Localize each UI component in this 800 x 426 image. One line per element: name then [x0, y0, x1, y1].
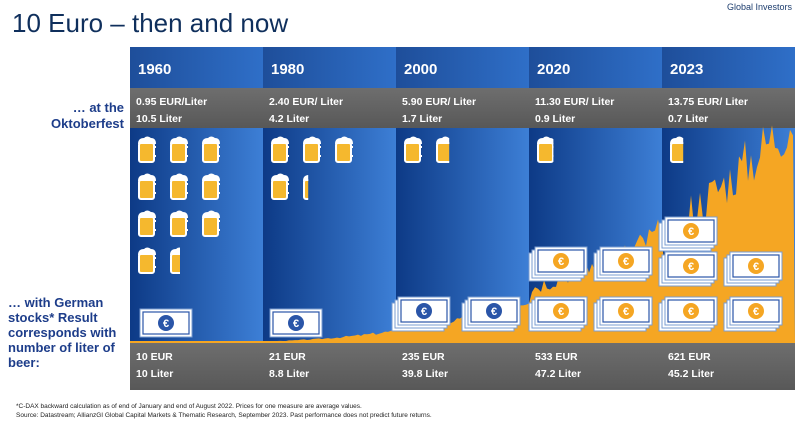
liters-for-10-eur: 0.9 Liter [535, 113, 576, 125]
stock-value: 21 EUR [269, 351, 306, 363]
column-2020: 2020 11.30 EUR/ Liter 0.9 Liter 533 EUR 47… [529, 47, 662, 390]
beer-mugs [535, 135, 635, 165]
year-header: 1960 [130, 47, 263, 88]
beer-mug-icon [537, 136, 554, 163]
liters-for-10-eur: 1.7 Liter [402, 113, 443, 125]
stock-result-box: 235 EUR 39.8 Liter [396, 343, 529, 390]
price-per-liter: 0.95 EUR/Liter [136, 96, 208, 108]
beer-mug-icon [138, 210, 156, 237]
beer-mug-icon [303, 175, 309, 200]
stock-value-liters: 47.2 Liter [535, 368, 582, 380]
stock-value: 235 EUR [402, 351, 445, 363]
column-1980: 1980 2.40 EUR/ Liter 4.2 Liter 21 EUR 8.8 … [263, 47, 396, 390]
source-note: Source: Datastream; AllianzGI Global Cap… [16, 412, 432, 419]
beer-mug-icon [138, 173, 156, 200]
beer-price-box: 0.95 EUR/Liter 10.5 Liter [130, 88, 263, 128]
price-per-liter: 11.30 EUR/ Liter [535, 96, 615, 108]
liters-for-10-eur: 4.2 Liter [269, 113, 310, 125]
beer-mug-icon [170, 173, 188, 200]
beer-mug-icon [271, 136, 289, 163]
beer-mug-icon [170, 210, 188, 237]
stock-value: 533 EUR [535, 351, 578, 363]
column-2023: 2023 13.75 EUR/ Liter 0.7 Liter 621 EUR 45… [662, 47, 795, 390]
beer-mugs [668, 135, 768, 165]
beer-mugs [402, 135, 502, 165]
stock-value-liters: 10 Liter [136, 368, 174, 380]
beer-mug-icon [335, 136, 353, 163]
liters-for-10-eur: 10.5 Liter [136, 113, 183, 125]
beer-mug-icon [404, 136, 422, 163]
beer-mug-icon [170, 247, 180, 274]
comparison-grid: 1960 0.95 EUR/Liter 10.5 Liter 10 EUR 10 L… [130, 47, 795, 390]
beer-mug-icon [202, 173, 220, 200]
beer-price-box: 5.90 EUR/ Liter 1.7 Liter [396, 88, 529, 128]
beer-mug-icon [138, 136, 156, 163]
beer-mug-icon [303, 136, 321, 163]
beer-mug-icon [202, 210, 220, 237]
year-header: 1980 [263, 47, 396, 88]
beer-mug-icon [170, 136, 188, 163]
stock-value-liters: 8.8 Liter [269, 368, 310, 380]
stock-result-box: 533 EUR 47.2 Liter [529, 343, 662, 390]
stock-value-liters: 45.2 Liter [668, 368, 715, 380]
page-title: 10 Euro – then and now [12, 8, 289, 38]
oktoberfest-label: … at the Oktoberfest [51, 100, 124, 131]
german-stocks-label: … with German stocks* Result corresponds… [8, 295, 117, 370]
stock-value-liters: 39.8 Liter [402, 368, 449, 380]
footnote: *C-DAX backward calculation as of end of… [16, 403, 362, 410]
stock-result-box: 21 EUR 8.8 Liter [263, 343, 396, 390]
price-per-liter: 13.75 EUR/ Liter [668, 96, 748, 108]
beer-price-box: 2.40 EUR/ Liter 4.2 Liter [263, 88, 396, 128]
brand-logo-text: Global Investors [726, 2, 792, 12]
beer-mug-icon [202, 136, 220, 163]
beer-price-box: 13.75 EUR/ Liter 0.7 Liter [662, 88, 795, 128]
beer-mugs [269, 135, 369, 202]
liters-for-10-eur: 0.7 Liter [668, 113, 709, 125]
stock-result-box: 621 EUR 45.2 Liter [662, 343, 795, 390]
price-per-liter: 5.90 EUR/ Liter [402, 96, 477, 108]
beer-mugs [136, 135, 236, 276]
column-2000: 2000 5.90 EUR/ Liter 1.7 Liter 235 EUR 39.… [396, 47, 529, 390]
beer-mug-icon [670, 136, 684, 163]
price-per-liter: 2.40 EUR/ Liter [269, 96, 344, 108]
beer-mug-icon [138, 247, 156, 274]
beer-price-box: 11.30 EUR/ Liter 0.9 Liter [529, 88, 662, 128]
stock-value: 621 EUR [668, 351, 711, 363]
year-header: 2020 [529, 47, 662, 88]
year-header: 2023 [662, 47, 795, 88]
beer-mug-icon [436, 136, 450, 163]
beer-mug-icon [271, 173, 289, 200]
stock-result-box: 10 EUR 10 Liter [130, 343, 263, 390]
footnotes: *C-DAX backward calculation as of end of… [16, 402, 432, 420]
year-header: 2000 [396, 47, 529, 88]
stock-value: 10 EUR [136, 351, 173, 363]
